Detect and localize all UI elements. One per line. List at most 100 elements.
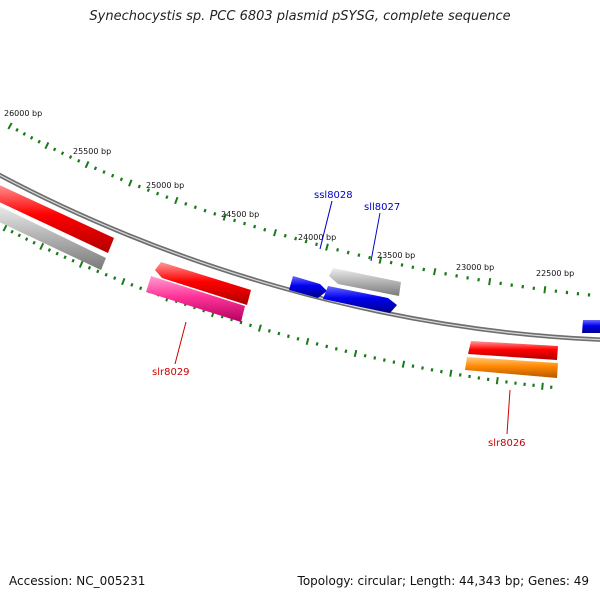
- backbone-inner: [0, 174, 600, 341]
- inner-ruler-tick: [286, 334, 290, 339]
- outer-ruler-tick: [184, 202, 188, 206]
- outer-ruler-tick: [15, 127, 19, 132]
- inner-ruler-tick: [305, 337, 310, 346]
- cds-bar-red-left: [0, 185, 114, 253]
- inner-ruler-tick: [421, 366, 424, 370]
- outer-ruler-tick: [137, 184, 141, 189]
- gene-label-slr8026: slr8026: [488, 438, 526, 449]
- outer-ruler-tick: [400, 263, 404, 267]
- inner-ruler-tick: [39, 242, 45, 251]
- inner-ruler-tick: [63, 255, 67, 260]
- outer-ruler-tick: [29, 135, 34, 140]
- outer-ruler-tick: [22, 131, 27, 136]
- ruler-labels: 26000 bp 25500 bp 25000 bp 24500 bp 2400…: [4, 109, 574, 278]
- outer-ruler-tick: [389, 260, 393, 265]
- inner-ruler-tick: [2, 224, 8, 232]
- inner-ruler-tick: [10, 229, 14, 234]
- outer-ruler-tick: [119, 177, 124, 182]
- inner-ruler-tick: [96, 269, 100, 274]
- inner-ruler-tick: [392, 360, 396, 364]
- outer-ruler-tick: [315, 242, 318, 247]
- inner-ruler-tick: [78, 260, 84, 268]
- inner-ruler-tick: [257, 324, 262, 332]
- inner-ruler-tick: [495, 377, 499, 385]
- outer-ruler-tick: [37, 139, 41, 144]
- inner-ruler-tick: [17, 233, 21, 238]
- outer-ruler-tick: [222, 213, 227, 221]
- outer-ruler-tick: [422, 267, 426, 272]
- inner-ruler-tick: [32, 240, 36, 245]
- gene-bar-grey-left: [0, 206, 106, 270]
- inner-ruler-tick: [315, 342, 319, 346]
- cds-tracks: [0, 185, 600, 378]
- outer-ruler-tick: [346, 250, 350, 255]
- outer-ruler-tick: [273, 229, 277, 237]
- inner-ruler-tick: [440, 369, 443, 374]
- summary-text: Topology: circular; Length: 44,343 bp; G…: [297, 574, 589, 588]
- ruler-label-23000: 23000 bp: [456, 263, 494, 272]
- leader-sll8027: [370, 212, 381, 262]
- outer-ruler-tick: [283, 233, 287, 238]
- ruler-label-25000: 25000 bp: [146, 181, 184, 190]
- outer-ruler-tick: [368, 255, 372, 260]
- inner-ruler-tick: [248, 323, 252, 328]
- gene-bar-ssl8028: [289, 276, 327, 298]
- outer-ruler-tick: [455, 274, 458, 278]
- inner-ruler-tick: [239, 320, 243, 325]
- gene-labels: ssl8028 sll8027 slr8029 slr8026: [152, 190, 526, 449]
- inner-ruler-tick: [458, 373, 462, 377]
- outer-ruler-tick: [336, 248, 340, 252]
- ruler-label-24500: 24500 bp: [221, 210, 259, 219]
- outer-ruler-tick: [243, 221, 247, 226]
- outer-ruler-tick: [213, 212, 217, 216]
- gene-bar-slr8026: [465, 357, 558, 378]
- outer-ruler-tick: [488, 277, 492, 286]
- outer-ruler-tick: [357, 253, 361, 257]
- inner-ruler-tick: [430, 368, 434, 372]
- inner-ruler-tick: [353, 349, 358, 358]
- outer-ruler-tick: [165, 195, 169, 200]
- leader-slr8029: [174, 321, 187, 365]
- inner-ruler-tick: [486, 377, 490, 382]
- inner-ruler-tick: [468, 374, 471, 379]
- inner-ruler-tick: [411, 364, 415, 368]
- outer-ruler-tick: [102, 170, 106, 174]
- inner-ruler-tick: [382, 358, 386, 362]
- gene-bar-blue-right: [582, 320, 600, 333]
- inner-ruler-tick: [277, 331, 281, 336]
- outer-ruler-tick: [499, 281, 502, 286]
- outer-ruler-tick: [433, 268, 437, 276]
- inner-ruler-tick: [401, 360, 406, 368]
- outer-ruler-tick: [77, 158, 81, 163]
- gene-bar-blue-mid: [323, 286, 397, 313]
- inner-ruler-tick: [267, 328, 271, 333]
- cds-bar-red-slr8029: [155, 262, 251, 305]
- outer-ruler-tick: [193, 205, 197, 210]
- outer-ruler-tick: [411, 265, 415, 270]
- outer-ruler-tick: [60, 151, 65, 156]
- gene-label-slr8029: slr8029: [152, 367, 190, 378]
- inner-ruler-tick: [104, 272, 108, 277]
- outer-ruler-tick: [84, 160, 90, 169]
- ruler-label-22500: 22500 bp: [536, 269, 574, 278]
- inner-ruler-tick: [121, 277, 126, 286]
- inner-ruler-tick: [71, 258, 75, 263]
- inner-ruler-tick: [325, 344, 329, 349]
- outer-ruler-tick: [174, 196, 179, 205]
- outer-ruler-tick: [263, 227, 267, 232]
- inner-ruler-tick: [296, 337, 300, 341]
- ruler-label-24000: 24000 bp: [298, 233, 336, 242]
- outer-ruler-tick: [253, 224, 257, 229]
- outer-ruler-tick: [378, 256, 383, 264]
- inner-ruler-tick: [113, 276, 117, 281]
- outer-ruler-tick: [93, 166, 98, 171]
- outer-ruler-tick: [146, 188, 151, 193]
- outer-ruler-tick: [543, 286, 547, 294]
- map-title: Synechocystis sp. PCC 6803 plasmid pSYSG…: [89, 9, 511, 24]
- outer-ruler-tick: [233, 218, 237, 223]
- outer-ruler-tick: [294, 236, 298, 241]
- inner-ruler-tick: [139, 286, 143, 291]
- outer-ruler-tick: [155, 191, 160, 196]
- outer-ruler-tick: [52, 147, 57, 152]
